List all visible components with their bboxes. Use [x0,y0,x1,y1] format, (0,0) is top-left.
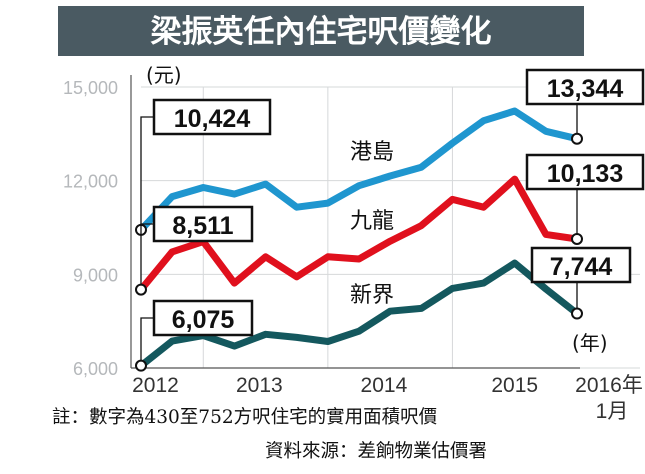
end-point-marker [571,232,583,245]
x-tick-label: 2013 [236,374,283,397]
start-value-label: 10,424 [174,105,251,133]
end-value-label: 13,344 [547,75,624,103]
end-point-marker [571,132,583,145]
y-tick-label: 12,000 [63,172,118,192]
value-box [525,68,645,106]
x-axis-unit: (年) [572,331,608,355]
x-tick-label: 2016年 [575,374,643,397]
value-box [152,299,254,337]
y-tick-label: 6,000 [73,359,118,379]
start-point-marker [135,359,147,372]
value-box [152,205,254,243]
axes [130,75,580,369]
value-box [152,98,272,136]
value-box [525,153,645,191]
y-tick-label: 9,000 [73,265,118,285]
start-value-label: 8,511 [172,212,233,240]
leader-line [140,317,154,366]
end-value-label: 10,133 [547,160,623,188]
y-tick-labels: 6,000 9,000 12,000 15,000 [63,78,118,379]
series-label: 九龍 [350,209,394,234]
footnote: 註：數字為430至752方呎住宅的實用面積呎價 [52,407,437,428]
source-note: 資料來源：差餉物業估價署 [265,441,487,462]
leader-line [140,223,154,290]
x-tick-label: 2014 [361,374,408,397]
y-axis-unit: (元) [146,63,182,87]
value-annotations: 港島 10,424 13,344 九龍 8,511 10,133 新界 6,075 7,744 [135,68,645,372]
start-value-label: 6,075 [172,306,235,334]
x-tick-label: 1月 [596,400,629,423]
value-box [530,246,632,284]
series-label: 新界 [350,283,394,308]
start-point-marker [135,283,147,296]
series-lines [137,107,581,370]
title-bar [58,6,584,56]
x-tick-label: 2012 [132,374,179,397]
y-tick-label: 15,000 [63,78,118,98]
chart-title: 梁振英任內住宅呎價變化 [151,14,492,50]
end-value-label: 7,744 [550,253,613,281]
end-point-marker [571,307,583,320]
x-tick-label: 2015 [491,374,538,397]
leader-line [140,116,154,230]
series-label: 港島 [350,140,394,165]
x-tick-labels: 2012 2013 2014 2015 2016年 1月 [132,374,643,423]
